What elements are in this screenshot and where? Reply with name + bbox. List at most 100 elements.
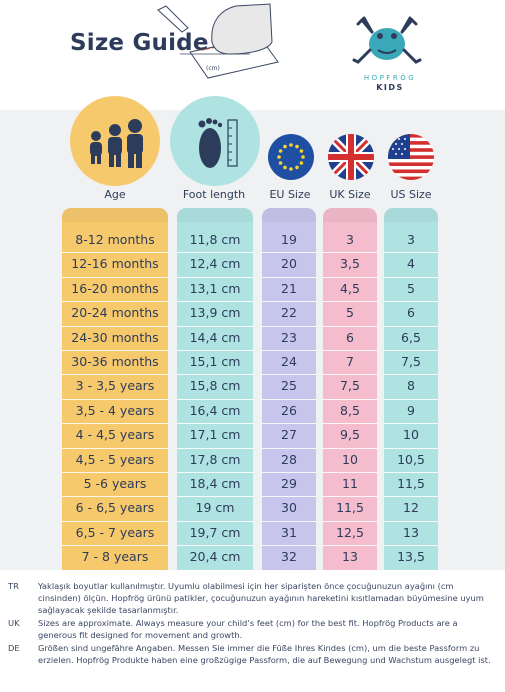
age-cell: 30-36 months [71,354,159,369]
row-separator [323,252,377,254]
row-separator [62,252,168,254]
column-top-tab [62,208,168,222]
row-separator [62,350,168,351]
foot-cell: 15,1 cm [189,354,241,369]
foot-cell: 13,1 cm [189,280,241,296]
row-separator [323,374,377,376]
column-top-tab [262,208,316,222]
uk-cell: 7,5 [340,378,360,394]
us-size-column-header: US Size [390,188,432,201]
eu-cell: 32 [281,549,297,565]
row-separator [384,496,438,498]
row-separator [323,472,377,473]
age-cell: 20-24 months [71,305,159,321]
note-text: Sizes are approximate. Always measure yo… [38,618,458,641]
age-cell: 4,5 - 5 years [75,451,155,467]
foot-cell: 18,4 cm [189,476,241,491]
eu-cell: 26 [281,402,297,418]
sketch-cm-label: (cm) [206,65,220,72]
row-separator [384,374,438,376]
row-separator [262,374,316,376]
age-cell: 16-20 months [71,280,159,296]
uk-cell: 8,5 [340,402,360,418]
row-separator [262,350,316,351]
us-cell: 13 [403,524,419,540]
eu-cell: 23 [281,329,297,345]
uk-flag-icon [328,134,374,180]
row-separator [62,398,168,400]
row-separator [384,520,438,522]
us-cell: 13,5 [397,549,425,565]
eu-cell: 27 [281,427,297,443]
us-cell: 6,5 [401,329,421,345]
row-separator [62,374,168,376]
uk-cell: 6 [346,329,354,345]
us-cell: 10,5 [397,451,425,467]
row-separator [62,276,168,278]
foot-cell: 16,4 cm [189,402,241,418]
row-separator [177,496,253,498]
us-cell: 7,5 [401,354,421,369]
us-cell: 5 [407,280,415,296]
uk-cell: 12,5 [336,524,364,540]
row-separator [62,301,168,303]
eu-cell: 19 [281,232,297,247]
foot-measuring-sketch-icon: (cm) [157,3,279,79]
page-title: Size Guide [70,30,209,56]
row-separator [323,398,377,400]
foot-cell: 13,9 cm [189,305,241,321]
row-separator [177,520,253,522]
row-separator [384,423,438,425]
row-separator [384,301,438,303]
row-separator [177,350,253,351]
row-separator [262,423,316,425]
row-separator [384,252,438,254]
us-cell: 12 [403,500,419,516]
row-separator [323,301,377,303]
age-cell: 3,5 - 4 years [75,402,155,418]
row-separator [177,301,253,303]
row-separator [262,472,316,473]
age-cell: 3 - 3,5 years [75,378,155,394]
uk-cell: 4,5 [340,280,360,296]
eu-cell: 25 [281,378,297,394]
row-separator [62,496,168,498]
note-text: Größen sind ungefähre Angaben. Messen Si… [38,643,491,666]
column-top-tab [323,208,377,222]
foot-cell: 17,8 cm [189,451,241,467]
foot-cell: 12,4 cm [189,256,241,272]
eu-cell: 24 [281,354,297,369]
row-separator [177,276,253,278]
us-cell: 9 [407,402,415,418]
uk-cell: 3 [346,232,354,247]
eu-cell: 31 [281,524,297,540]
foot-cell: 19 cm [195,500,235,516]
row-separator [384,350,438,351]
us-cell: 6 [407,305,415,321]
us-cell: 4 [407,256,415,272]
us-cell: 8 [407,378,415,394]
row-separator [323,520,377,522]
foot-cell: 20,4 cm [189,549,241,565]
age-cell: 4 - 4,5 years [75,427,155,443]
row-separator [262,496,316,498]
row-separator [177,447,253,449]
note-code: DE [8,643,20,653]
eu-cell: 28 [281,451,297,467]
age-cell: 7 - 8 years [81,549,149,565]
row-separator [262,520,316,522]
column-top-tab [384,208,438,222]
frog-logo-icon [352,16,422,64]
row-separator [62,472,168,473]
uk-cell: 10 [342,451,358,467]
row-separator [262,447,316,449]
row-separator [323,447,377,449]
uk-cell: 3,5 [340,256,360,272]
foot-ruler-icon [170,96,260,186]
row-separator [177,423,253,425]
column-top-tab [177,208,253,222]
uk-cell: 13 [342,549,358,565]
age-cell: 24-30 months [71,329,159,345]
foot-cell: 15,8 cm [189,378,241,394]
us-cell: 3 [407,232,415,247]
